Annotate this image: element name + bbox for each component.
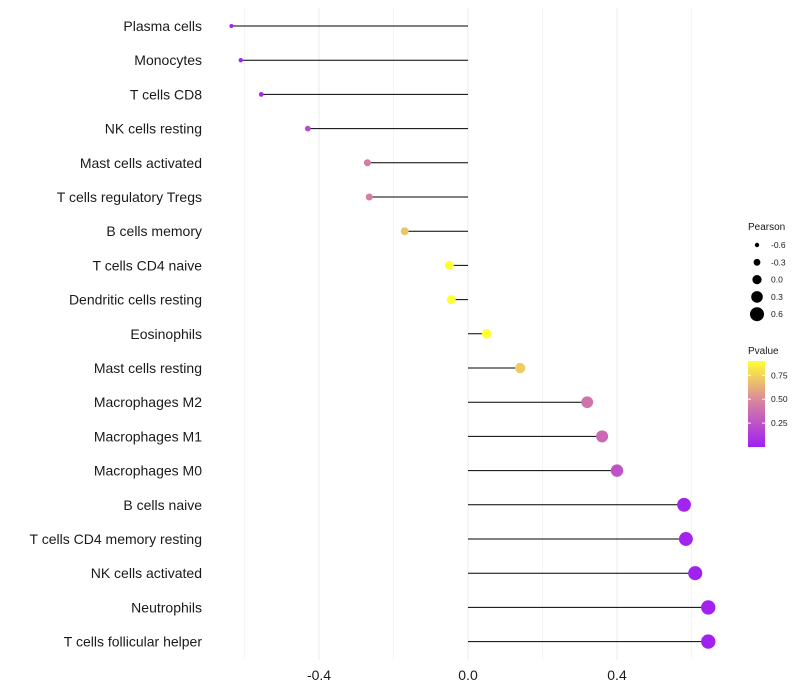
category-label: B cells memory	[106, 223, 202, 239]
data-point	[400, 227, 409, 236]
category-label: Mast cells resting	[94, 360, 202, 376]
data-point	[610, 464, 624, 477]
category-label: B cells naive	[123, 497, 202, 513]
category-label: T cells CD8	[130, 86, 202, 102]
data-point	[701, 600, 716, 615]
category-label: T cells CD4 naive	[93, 257, 203, 273]
data-point	[481, 329, 492, 339]
data-point	[238, 58, 243, 63]
data-point	[446, 295, 456, 305]
data-point	[678, 532, 693, 546]
category-label: Macrophages M1	[94, 428, 202, 444]
pvalue-legend-label: 0.50	[771, 394, 788, 404]
size-legend-label: 0.6	[771, 309, 783, 319]
category-label: Macrophages M0	[94, 463, 202, 479]
pvalue-legend-label: 0.75	[771, 370, 788, 380]
size-legend-label: 0.3	[771, 292, 783, 302]
category-label: T cells regulatory Tregs	[57, 189, 202, 205]
pvalue-legend-label: 0.25	[771, 418, 788, 428]
lollipop-stems	[231, 25, 709, 643]
size-legend-key	[752, 275, 762, 285]
pvalue-colorbar	[748, 361, 765, 447]
x-axis-tick-labels: -0.4 0.0 0.4	[307, 667, 627, 683]
data-point	[596, 430, 609, 443]
x-tick-label: 0.4	[607, 667, 627, 683]
category-label: Dendritic cells resting	[69, 292, 202, 308]
data-point	[701, 634, 716, 649]
data-point	[581, 396, 594, 409]
size-legend-key	[753, 258, 761, 266]
category-label: T cells CD4 memory resting	[30, 531, 202, 547]
category-label: T cells follicular helper	[64, 634, 203, 650]
data-point	[304, 125, 311, 132]
category-label: Monocytes	[134, 52, 202, 68]
lollipop-dots	[229, 23, 716, 649]
size-legend-label: 0.0	[771, 275, 783, 285]
category-label: Plasma cells	[123, 18, 202, 34]
data-point	[258, 92, 264, 97]
data-point	[514, 362, 526, 374]
pvalue-legend-title: Pvalue	[748, 346, 779, 357]
size-legend-key	[750, 307, 764, 322]
size-legend-label: -0.6	[771, 240, 786, 250]
category-label: Eosinophils	[130, 326, 202, 342]
data-point	[363, 159, 371, 167]
pvalue-color-legend: Pvalue 0.25 0.50 0.75	[748, 346, 788, 447]
category-axis-labels: Plasma cells Monocytes T cells CD8 NK cells…	[30, 18, 203, 650]
data-point	[677, 497, 691, 512]
size-legend-key	[751, 291, 763, 303]
data-point	[688, 566, 703, 581]
x-tick-label: 0.0	[458, 667, 478, 683]
x-tick-label: -0.4	[307, 667, 331, 683]
data-point	[444, 261, 454, 270]
category-label: NK cells activated	[91, 565, 202, 581]
pearson-legend-title: Pearson	[748, 222, 785, 233]
category-label: Neutrophils	[131, 599, 202, 615]
size-legend-key	[754, 242, 760, 248]
data-point	[365, 193, 373, 201]
pearson-size-legend: Pearson -0.6 -0.3 0.0 0.3 0.6	[748, 222, 786, 322]
category-label: Mast cells activated	[80, 155, 202, 171]
category-label: Macrophages M2	[94, 394, 202, 410]
category-label: NK cells resting	[105, 121, 202, 137]
data-point	[229, 23, 234, 29]
size-legend-label: -0.3	[771, 257, 786, 267]
